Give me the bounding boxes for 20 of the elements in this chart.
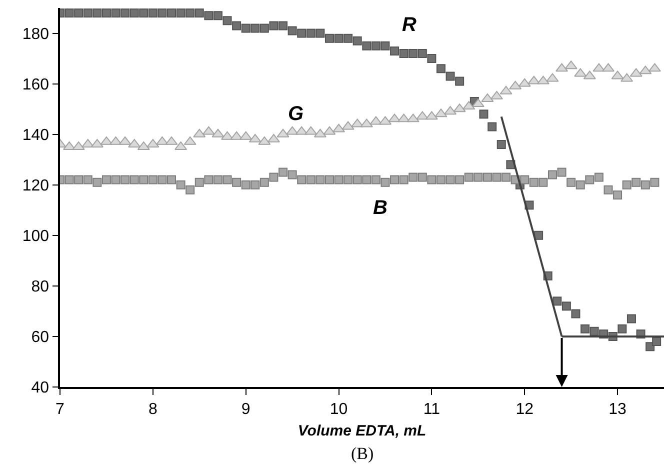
x-tick-label: 13 [608, 400, 627, 418]
y-tick-label: 100 [22, 228, 50, 245]
x-tick-label: 12 [516, 400, 534, 418]
x-tick-label: 10 [330, 400, 348, 418]
series-label: B [373, 197, 388, 219]
y-tick-label: 140 [22, 126, 50, 144]
y-tick-label: 80 [31, 278, 50, 296]
x-tick-label: 7 [56, 400, 65, 418]
y-tick-label: 160 [22, 76, 50, 94]
y-tick-label: 60 [31, 329, 50, 346]
x-axis-title: Volume EDTA, mL [298, 422, 426, 440]
y-tick-label: 180 [22, 26, 50, 43]
y-tick-label: 120 [22, 177, 50, 194]
x-tick-label: 11 [423, 400, 440, 418]
x-tick-label: 8 [148, 400, 158, 418]
series-label: G [288, 103, 304, 125]
x-tick-label: 9 [241, 400, 250, 418]
y-tick-label: 40 [31, 380, 50, 397]
text: (B) [351, 444, 374, 463]
series-label: R [402, 14, 417, 36]
